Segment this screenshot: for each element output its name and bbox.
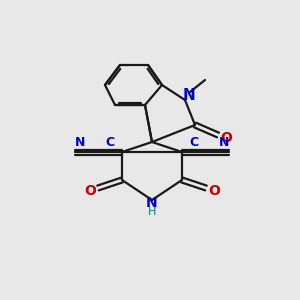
Text: N: N bbox=[219, 136, 229, 148]
Text: N: N bbox=[75, 136, 85, 148]
Text: N: N bbox=[146, 196, 158, 210]
Text: C: C bbox=[189, 136, 199, 148]
Text: O: O bbox=[220, 131, 232, 145]
Text: O: O bbox=[84, 184, 96, 198]
Text: C: C bbox=[105, 136, 115, 148]
Text: O: O bbox=[208, 184, 220, 198]
Text: H: H bbox=[148, 207, 156, 217]
Text: N: N bbox=[183, 88, 195, 103]
